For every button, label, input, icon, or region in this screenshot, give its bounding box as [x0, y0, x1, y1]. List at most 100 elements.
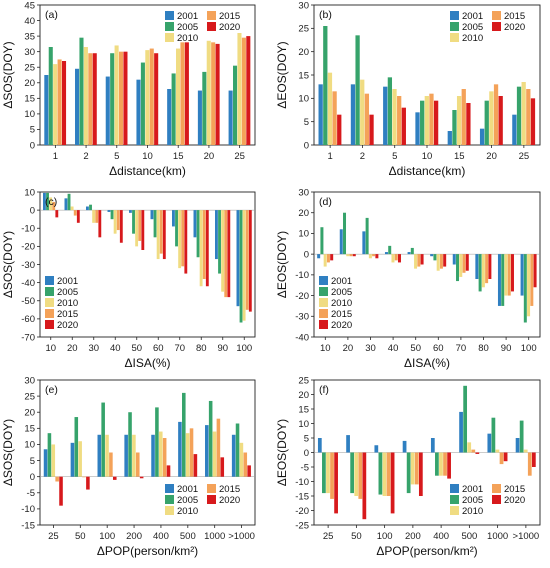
bar-d-2001-40: [384, 252, 388, 255]
x-tick-label: 1: [327, 151, 332, 162]
x-tick-label: 90: [217, 343, 228, 354]
bar-e-2020-50: [86, 476, 90, 490]
bar-b-2010-10: [424, 96, 429, 145]
bar-e-2005->1000: [235, 423, 240, 477]
bar-b-2001-20: [479, 128, 485, 145]
bar-d-2005-90: [501, 254, 505, 306]
bar-d-2015-50: [417, 254, 421, 267]
x-tick-label: 1: [53, 151, 58, 162]
x-tick-label: 100: [521, 343, 537, 354]
x-axis-label: ΔISA(%): [404, 356, 450, 370]
x-tick-label: 60: [153, 343, 164, 354]
panel-label: (e): [45, 384, 58, 396]
x-tick-label: 500: [180, 531, 196, 542]
x-tick-label: 25: [48, 531, 59, 542]
x-tick-label: 70: [456, 343, 467, 354]
bar-d-2005-100: [523, 254, 527, 323]
bar-a-2015-25: [241, 37, 246, 145]
bar-d-2005-50: [410, 247, 414, 255]
bar-c-2005-30: [89, 204, 92, 211]
bar-e-2001-1000: [205, 425, 209, 477]
bar-f-2005-50: [350, 452, 355, 494]
bar-a-2020-10: [154, 53, 159, 145]
bar-f-2010-50: [354, 452, 359, 496]
bar-d-2005-20: [343, 212, 347, 255]
legend-label-2010: 2010: [177, 506, 198, 517]
y-tick-label: 0: [30, 472, 35, 483]
bar-c-2001-80: [193, 210, 197, 238]
bar-f-2005-200: [406, 452, 411, 494]
legend-label-2010: 2010: [462, 506, 483, 517]
bar-a-2020-1: [61, 61, 67, 145]
bar-b-2005-20: [484, 100, 489, 145]
legend-label-2005: 2005: [331, 287, 352, 298]
y-tick-label: -20: [295, 291, 309, 302]
bar-c-2020-90: [227, 210, 231, 298]
x-tick-label: 5: [114, 151, 119, 162]
bar-d-2001-10: [317, 254, 321, 259]
bar-c-2010-70: [178, 210, 182, 269]
bar-c-2015-70: [181, 210, 185, 267]
bar-e-2015-500: [189, 428, 194, 477]
legend-swatch-2005: [165, 22, 174, 31]
y-tick-label: 10: [24, 187, 35, 198]
bar-b-2010-15: [456, 96, 462, 145]
bar-f-2015-200: [414, 452, 419, 485]
bar-a-2005-15: [171, 73, 176, 145]
bar-b-2020-15: [466, 103, 471, 145]
x-tick-label: 5: [392, 151, 397, 162]
legend-swatch-2015: [207, 11, 216, 20]
legend-label-2020: 2020: [504, 22, 525, 33]
x-tick-label: 25: [323, 531, 334, 542]
bar-d-2015-60: [439, 254, 443, 269]
x-axis-label: Δdistance(km): [109, 164, 186, 178]
y-tick-label: -5: [27, 488, 35, 499]
y-axis-label: ΔEOS(DOY): [275, 41, 289, 108]
bar-a-2010-2: [83, 47, 88, 145]
x-tick-label: 50: [351, 531, 362, 542]
bar-d-2005-30: [365, 217, 369, 255]
bar-e-2005-50: [74, 417, 79, 477]
x-tick-label: 400: [153, 531, 169, 542]
x-axis-label: ΔPOP(person/km²): [97, 544, 198, 558]
y-axis-label: ΔEOS(DOY): [275, 231, 289, 298]
bar-f-2005-1000: [491, 417, 496, 453]
bar-b-2010-2: [360, 79, 365, 145]
bar-f-2005-500: [463, 385, 468, 453]
bar-c-2020-60: [162, 210, 166, 260]
legend-swatch-2015: [492, 11, 501, 20]
legend-swatch-2005: [319, 287, 328, 296]
bar-b-2015-1: [332, 91, 337, 145]
y-tick-label: -10: [295, 477, 309, 488]
y-tick-label: 40: [24, 16, 35, 27]
bar-a-2010-5: [114, 45, 119, 145]
bar-f-2010-25: [326, 452, 330, 494]
legend-label-2005: 2005: [57, 287, 78, 298]
bar-c-2015-40: [116, 210, 120, 231]
bar-c-2015-20: [73, 210, 77, 216]
bar-b-2005-2: [355, 35, 360, 146]
bar-f-2001-500: [459, 411, 463, 453]
bar-b-2015-15: [461, 89, 466, 145]
legend-label-2015: 2015: [57, 309, 78, 320]
y-tick-label: -20: [295, 506, 309, 517]
bar-e-2005-200: [128, 412, 132, 477]
bar-a-2015-15: [180, 42, 185, 146]
bar-b-2020-1: [337, 114, 342, 145]
bar-f-2010-100: [382, 452, 387, 496]
x-tick-label: >1000: [228, 531, 255, 542]
bar-c-2010-100: [242, 210, 246, 321]
bar-b-2015-2: [364, 93, 370, 145]
bar-e-2010-500: [185, 433, 190, 477]
y-tick-label: 0: [30, 205, 35, 216]
bar-e-2005-1000: [208, 400, 213, 477]
legend-swatch-2001: [450, 11, 459, 20]
x-tick-label: 80: [196, 343, 207, 354]
y-tick-label: -10: [295, 270, 309, 281]
y-tick-label: 20: [24, 78, 35, 89]
legend-swatch-2015: [207, 484, 216, 493]
bar-d-2005-40: [388, 245, 392, 255]
bar-d-2001-20: [339, 229, 343, 255]
